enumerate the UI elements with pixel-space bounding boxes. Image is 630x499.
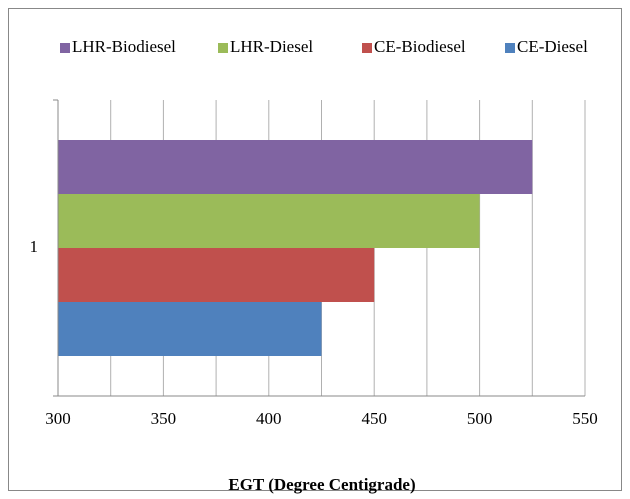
x-tick-label: 400 xyxy=(256,409,282,428)
legend-swatch xyxy=(218,43,228,53)
legend-label: LHR-Biodiesel xyxy=(72,37,176,56)
legend-label: LHR-Diesel xyxy=(230,37,313,56)
bar xyxy=(58,194,480,248)
legend-label: CE-Diesel xyxy=(517,37,588,56)
bar xyxy=(58,140,533,194)
y-tick-label: 1 xyxy=(30,237,39,256)
x-tick-label: 300 xyxy=(45,409,71,428)
bar xyxy=(58,302,322,356)
x-axis-title: EGT (Degree Centigrade) xyxy=(228,475,415,494)
legend-swatch xyxy=(505,43,515,53)
x-tick-label: 550 xyxy=(572,409,598,428)
x-tick-label: 350 xyxy=(151,409,177,428)
legend-label: CE-Biodiesel xyxy=(374,37,466,56)
legend-swatch xyxy=(60,43,70,53)
bar xyxy=(58,248,375,302)
x-tick-label: 500 xyxy=(467,409,493,428)
legend-swatch xyxy=(362,43,372,53)
x-tick-label: 450 xyxy=(361,409,387,428)
